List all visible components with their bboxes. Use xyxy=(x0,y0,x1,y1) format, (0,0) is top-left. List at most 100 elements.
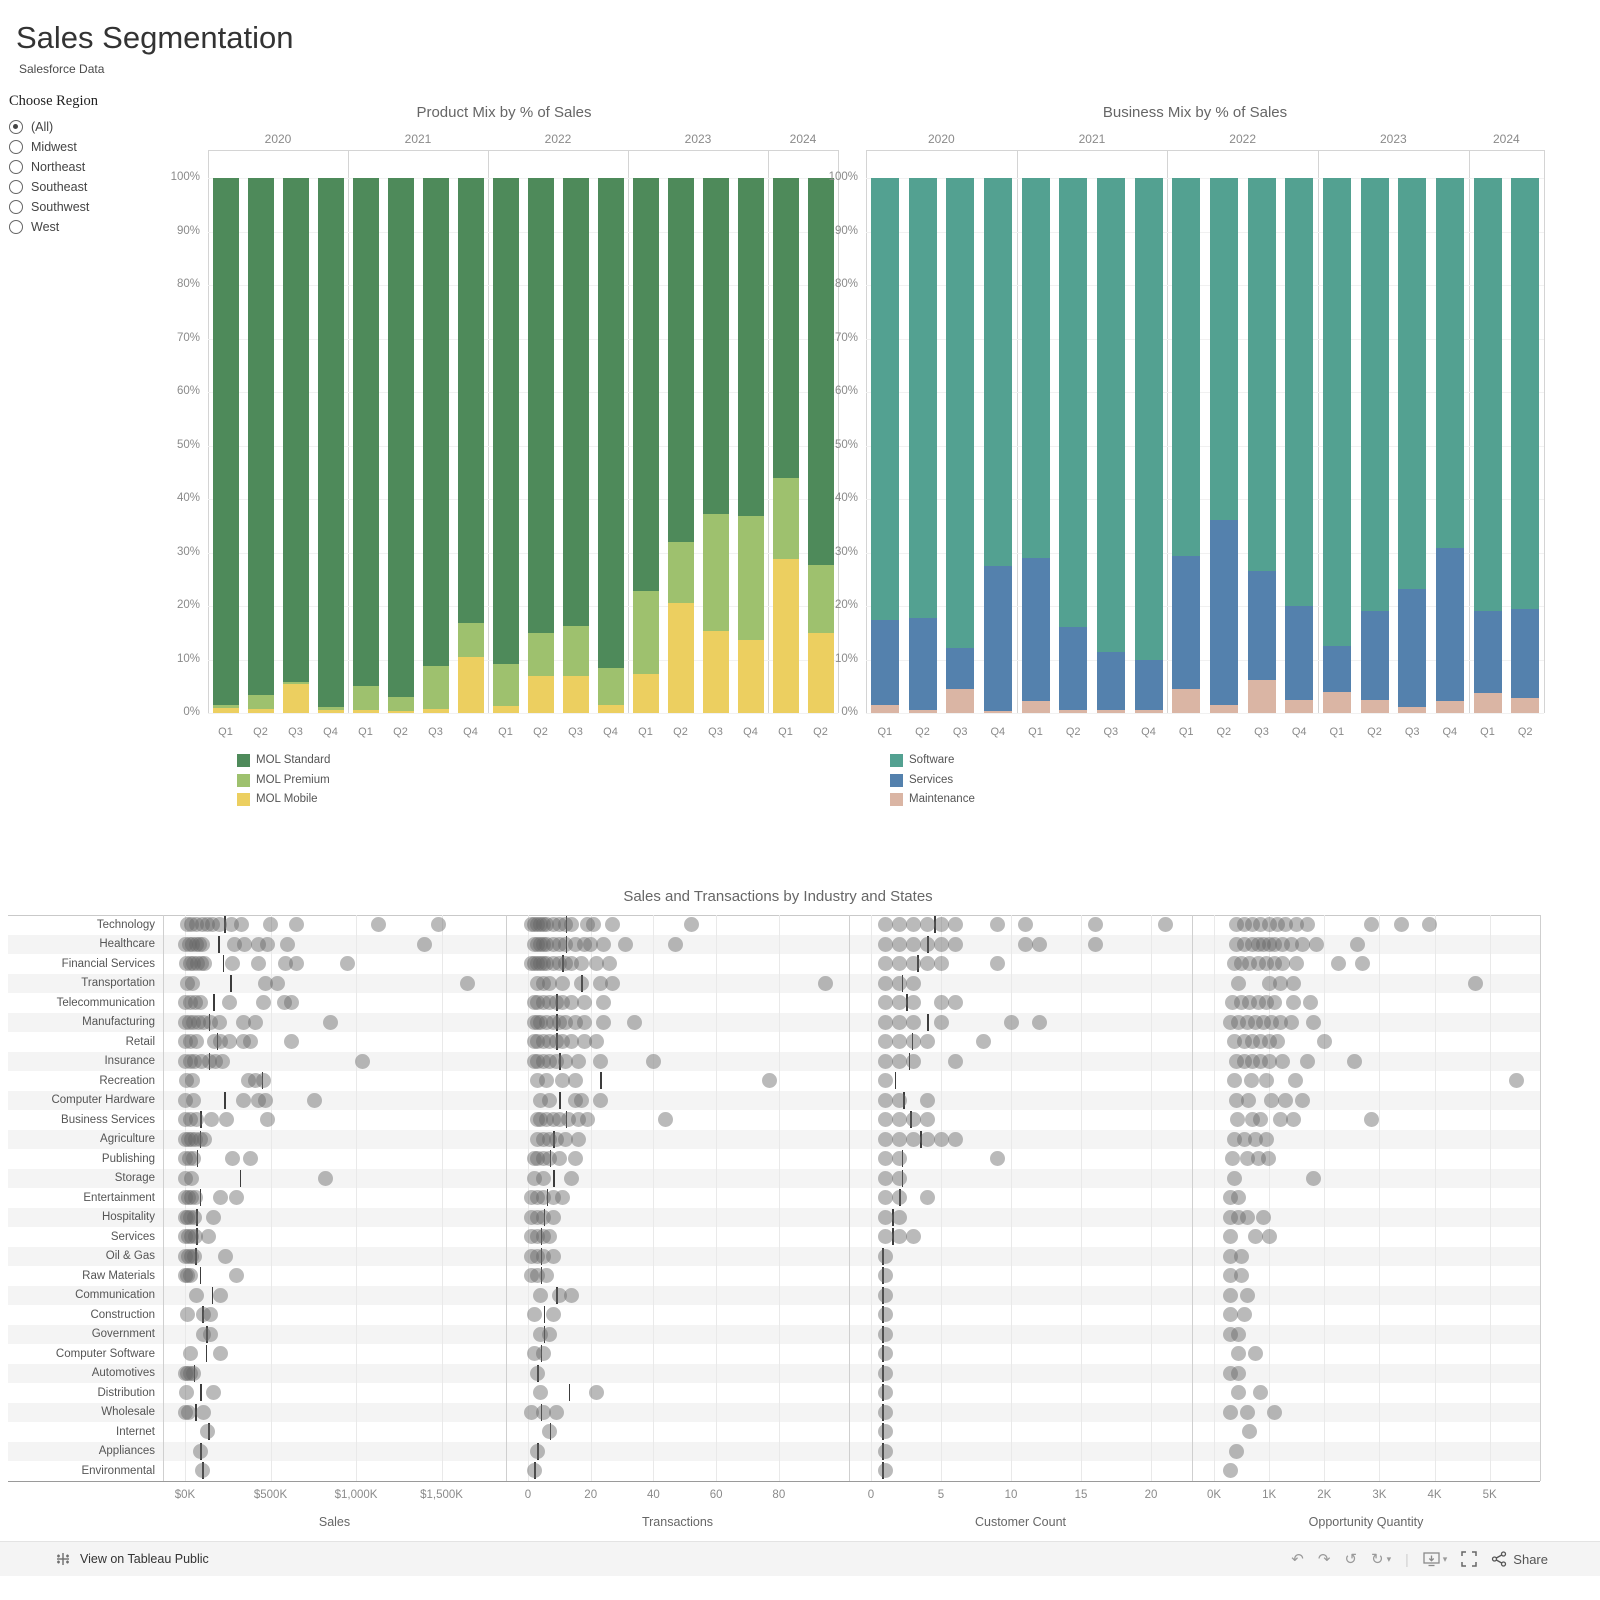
data-dot[interactable] xyxy=(212,1346,228,1362)
data-dot[interactable] xyxy=(1228,1443,1244,1459)
data-dot[interactable] xyxy=(202,1053,218,1069)
bar-segment-maintenance[interactable] xyxy=(1435,701,1464,713)
bar-segment-maintenance[interactable] xyxy=(1247,679,1276,713)
data-dot[interactable] xyxy=(529,1131,545,1147)
data-dot[interactable] xyxy=(196,1307,212,1323)
fullscreen-icon[interactable] xyxy=(1461,1551,1478,1567)
bar-segment-mol-mobile[interactable] xyxy=(597,704,624,713)
radio-icon[interactable] xyxy=(9,140,23,154)
data-dot[interactable] xyxy=(877,1151,893,1167)
bar-segment-services[interactable] xyxy=(983,566,1012,711)
data-dot[interactable] xyxy=(251,1092,267,1108)
data-dot[interactable] xyxy=(1275,936,1291,952)
data-dot[interactable] xyxy=(177,1151,193,1167)
bar-segment-services[interactable] xyxy=(1021,557,1050,702)
bar-segment-mol-standard[interactable] xyxy=(492,178,519,664)
data-dot[interactable] xyxy=(181,936,197,952)
data-dot[interactable] xyxy=(877,1346,893,1362)
data-dot[interactable] xyxy=(178,1170,194,1186)
data-dot[interactable] xyxy=(877,1365,893,1381)
data-dot[interactable] xyxy=(188,1034,204,1050)
data-dot[interactable] xyxy=(180,917,196,933)
data-dot[interactable] xyxy=(1017,936,1033,952)
data-dot[interactable] xyxy=(1245,1034,1261,1050)
data-dot[interactable] xyxy=(551,1287,567,1303)
data-dot[interactable] xyxy=(1289,956,1305,972)
data-dot[interactable] xyxy=(877,1092,893,1108)
data-dot[interactable] xyxy=(570,1112,586,1128)
data-dot[interactable] xyxy=(180,1268,196,1284)
bar-segment-mol-mobile[interactable] xyxy=(702,631,729,713)
bar-segment-mol-premium[interactable] xyxy=(492,663,519,707)
data-dot[interactable] xyxy=(645,1053,661,1069)
data-dot[interactable] xyxy=(1250,956,1266,972)
data-dot[interactable] xyxy=(1231,1326,1247,1342)
bar-segment-mol-mobile[interactable] xyxy=(212,707,239,713)
data-dot[interactable] xyxy=(186,1014,202,1030)
data-dot[interactable] xyxy=(533,936,549,952)
bar-segment-mol-premium[interactable] xyxy=(422,666,449,709)
data-dot[interactable] xyxy=(1245,917,1261,933)
data-dot[interactable] xyxy=(416,936,432,952)
bar-segment-mol-premium[interactable] xyxy=(352,686,379,710)
data-dot[interactable] xyxy=(905,936,921,952)
data-dot[interactable] xyxy=(933,995,949,1011)
data-dot[interactable] xyxy=(199,1424,215,1440)
data-dot[interactable] xyxy=(178,936,194,952)
data-dot[interactable] xyxy=(1300,917,1316,933)
data-dot[interactable] xyxy=(243,1034,259,1050)
data-dot[interactable] xyxy=(177,1053,193,1069)
data-dot[interactable] xyxy=(203,1326,219,1342)
data-dot[interactable] xyxy=(905,975,921,991)
data-dot[interactable] xyxy=(1087,936,1103,952)
bar-segment-mol-standard[interactable] xyxy=(352,178,379,687)
data-dot[interactable] xyxy=(187,1131,203,1147)
redo-icon[interactable]: ↷ xyxy=(1317,1551,1331,1568)
data-dot[interactable] xyxy=(180,975,196,991)
bar-segment-software[interactable] xyxy=(1322,178,1351,647)
bar-segment-mol-standard[interactable] xyxy=(212,178,239,705)
data-dot[interactable] xyxy=(205,1385,221,1401)
data-dot[interactable] xyxy=(184,1229,200,1245)
legend-label[interactable]: Services xyxy=(909,773,954,786)
data-dot[interactable] xyxy=(529,936,545,952)
refresh-icon[interactable]: ↻ ▾ xyxy=(1371,1551,1392,1568)
data-dot[interactable] xyxy=(567,1151,583,1167)
bar-segment-mol-premium[interactable] xyxy=(772,477,799,560)
data-dot[interactable] xyxy=(523,1229,539,1245)
data-dot[interactable] xyxy=(1231,975,1247,991)
data-dot[interactable] xyxy=(1223,1404,1239,1420)
data-dot[interactable] xyxy=(187,995,203,1011)
data-dot[interactable] xyxy=(548,1404,564,1420)
data-dot[interactable] xyxy=(536,936,552,952)
data-dot[interactable] xyxy=(933,1131,949,1147)
bar-segment-mol-mobile[interactable] xyxy=(247,709,274,713)
data-dot[interactable] xyxy=(1231,1385,1247,1401)
data-dot[interactable] xyxy=(877,1170,893,1186)
data-dot[interactable] xyxy=(251,936,267,952)
data-dot[interactable] xyxy=(213,1034,229,1050)
data-dot[interactable] xyxy=(1223,1463,1239,1479)
bar-segment-maintenance[interactable] xyxy=(1021,701,1050,713)
bar-segment-mol-standard[interactable] xyxy=(772,178,799,478)
data-dot[interactable] xyxy=(589,1034,605,1050)
data-dot[interactable] xyxy=(1305,1170,1321,1186)
data-dot[interactable] xyxy=(1245,1112,1261,1128)
data-dot[interactable] xyxy=(536,995,552,1011)
data-dot[interactable] xyxy=(548,1131,564,1147)
data-dot[interactable] xyxy=(919,1190,935,1206)
data-dot[interactable] xyxy=(548,995,564,1011)
data-dot[interactable] xyxy=(257,1092,273,1108)
data-dot[interactable] xyxy=(177,1014,193,1030)
data-dot[interactable] xyxy=(1223,1268,1239,1284)
legend-label[interactable]: Maintenance xyxy=(909,793,975,805)
bar-segment-services[interactable] xyxy=(1473,611,1502,694)
data-dot[interactable] xyxy=(1349,936,1365,952)
data-dot[interactable] xyxy=(583,936,599,952)
data-dot[interactable] xyxy=(536,1151,552,1167)
bar-segment-mol-standard[interactable] xyxy=(387,178,414,697)
data-dot[interactable] xyxy=(554,995,570,1011)
data-dot[interactable] xyxy=(430,917,446,933)
data-dot[interactable] xyxy=(208,1053,224,1069)
data-dot[interactable] xyxy=(1230,1112,1246,1128)
